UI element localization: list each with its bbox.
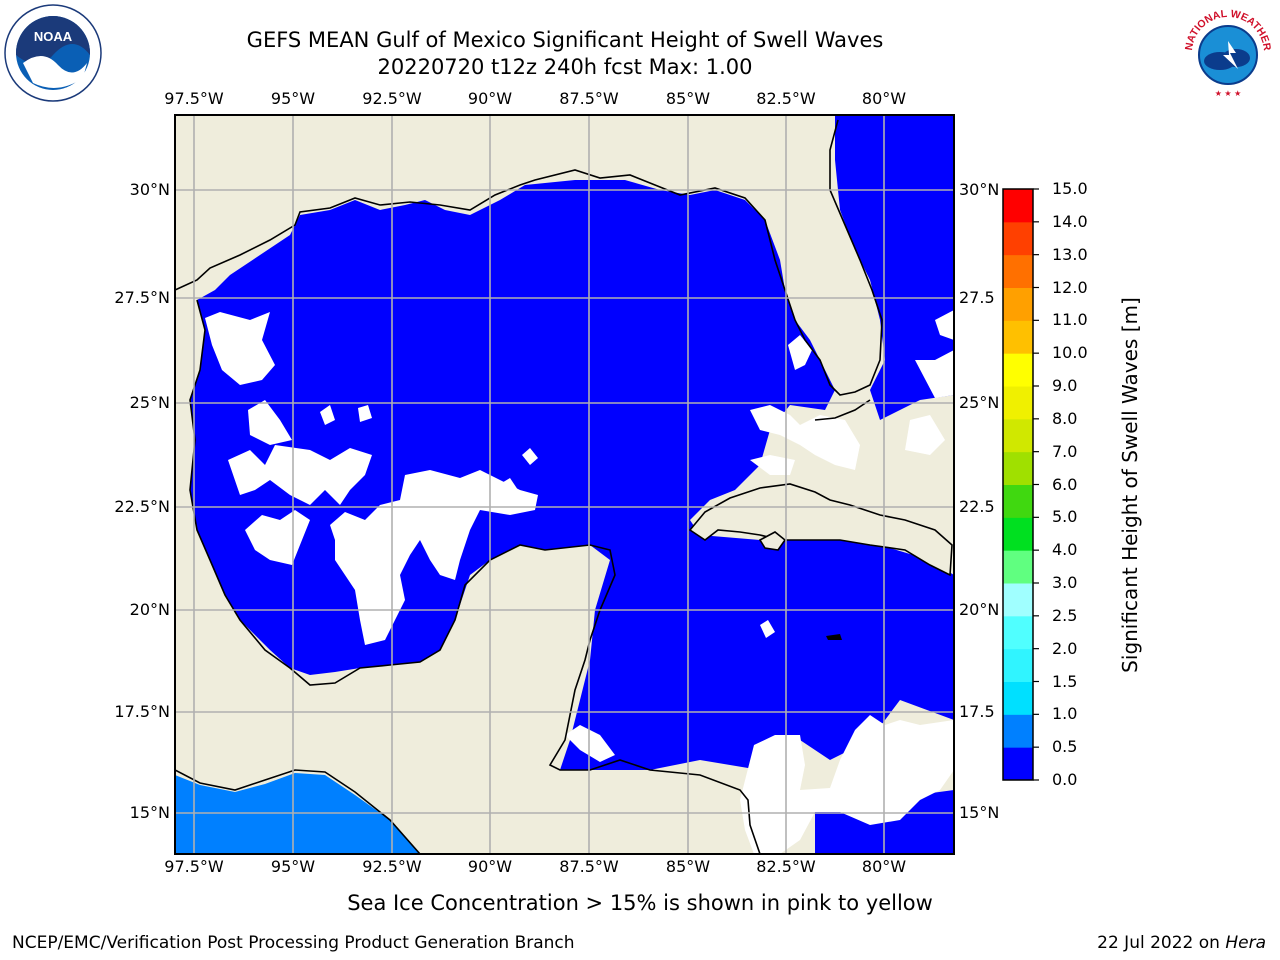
colorbar-tick-label: 2.0 [1052,638,1078,658]
colorbar-tick-label: 15.0 [1052,179,1088,198]
footer-branch: NCEP/EMC/Verification Post Processing Pr… [12,933,575,953]
lon-tick-top: 92.5°W [362,89,422,108]
colorbar-tick-label: 13.0 [1052,244,1088,264]
colorbar-segment [1003,583,1033,617]
noaa-logo-text: NOAA [34,29,73,44]
colorbar-segment [1003,648,1033,682]
gulf-coastline [175,119,883,396]
colorbar-segment [1003,681,1033,715]
colorbar-segment [1003,386,1033,420]
svg-text:★ ★ ★: ★ ★ ★ [1215,89,1242,98]
chart-subtitle: 20220720 t12z 240h fcst Max: 1.00 [377,55,753,79]
colorbar-tick-label: 1.5 [1052,671,1078,691]
colorbar-tick-label: 1.0 [1052,704,1078,724]
lon-tick-bottom: 80°W [861,857,907,876]
lon-tick-top: 87.5°W [559,89,619,108]
lon-tick-top: 90°W [467,89,513,108]
jamaica-fragment [826,634,842,640]
florida-keys [814,399,871,421]
colorbar-tick-label: 0.0 [1052,770,1078,789]
lat-tick-left: 15°N [129,803,170,822]
lat-tick-left: 25°N [129,393,170,412]
lon-tick-top: 80°W [861,89,907,108]
mexico-coastline [189,299,761,854]
lon-tick-bottom: 82.5°W [756,857,816,876]
colorbar-tick-label: 5.0 [1052,507,1078,527]
colorbar-segment [1003,353,1033,387]
colorbar-segment [1003,451,1033,485]
lon-tick-bottom: 90°W [467,857,513,876]
colorbar-tick-label: 0.5 [1052,737,1078,757]
colorbar-segment [1003,287,1033,321]
colorbar-segment [1003,320,1033,354]
lat-tick-right: 20°N [959,600,1000,619]
colorbar-tick-label: 10.0 [1052,343,1088,363]
footer-date-text: 22 Jul 2022 on [1097,933,1220,953]
colorbar-tick-label: 3.0 [1052,573,1078,592]
lat-tick-right: 30°N [959,180,1000,199]
colorbar-tick-label: 11.0 [1052,310,1088,330]
lat-tick-right: 17.5 [959,702,995,721]
colorbar-tick-label: 8.0 [1052,408,1078,428]
colorbar-segment [1003,517,1033,551]
atlantic-swell-field [835,115,954,420]
isle-of-youth [758,531,787,551]
colorbar [1003,188,1039,781]
footer-host: Hera [1225,933,1266,953]
sea-ice-note: Sea Ice Concentration > 15% is shown in … [347,891,933,915]
lon-tick-bottom: 92.5°W [362,857,422,876]
lon-tick-top: 82.5°W [756,89,816,108]
lon-tick-bottom: 87.5°W [559,857,619,876]
footer-date: 22 Jul 2022 on Hera [1097,933,1266,953]
lon-tick-top: 95°W [270,89,316,108]
pacific-coastline [175,769,421,854]
colorbar-tick-label: 12.0 [1052,277,1088,297]
colorbar-tick-label: 7.0 [1052,441,1078,461]
colorbar-segment [1003,221,1033,256]
colorbar-segment [1003,615,1033,650]
noaa-logo-icon: NOAA [4,4,102,102]
colorbar-tick-label: 4.0 [1052,540,1078,560]
colorbar-segment [1003,418,1033,453]
lon-tick-top: 85°W [665,89,711,108]
colorbar-frame [1002,188,1034,781]
lat-tick-right: 15°N [959,803,1000,822]
lon-tick-bottom: 85°W [665,857,711,876]
colorbar-segment [1003,254,1033,288]
colorbar-segment [1003,189,1033,223]
lat-tick-right: 25°N [959,393,1000,412]
lat-tick-left: 22.5°N [114,497,170,516]
colorbar-tick-label: 2.5 [1052,605,1078,625]
nws-logo-icon: NATIONAL WEATHER SERVICE ★ ★ ★ [1178,3,1275,100]
lon-tick-bottom: 95°W [270,857,316,876]
colorbar-tick-label: 6.0 [1052,474,1078,494]
chart-title: GEFS MEAN Gulf of Mexico Significant Hei… [246,28,884,52]
lat-tick-right: 22.5 [959,497,995,516]
colorbar-tick-label: 9.0 [1052,376,1078,395]
lat-tick-left: 17.5°N [114,702,170,721]
colorbar-segment [1003,747,1033,781]
lat-tick-right: 27.5 [959,288,995,307]
lon-tick-bottom: 97.5°W [164,857,224,876]
lon-tick-top: 97.5°W [164,89,224,108]
lat-tick-left: 20°N [129,600,170,619]
lat-tick-left: 30°N [129,180,170,199]
colorbar-segment [1003,550,1033,584]
colorbar-tick-label: 14.0 [1052,211,1088,231]
graticule [175,115,954,854]
colorbar-segment [1003,484,1033,518]
map-frame [174,114,955,855]
colorbar-label: Significant Height of Swell Waves [m] [1118,297,1142,673]
colorbar-segment [1003,714,1033,748]
lat-tick-left: 27.5°N [114,288,170,307]
